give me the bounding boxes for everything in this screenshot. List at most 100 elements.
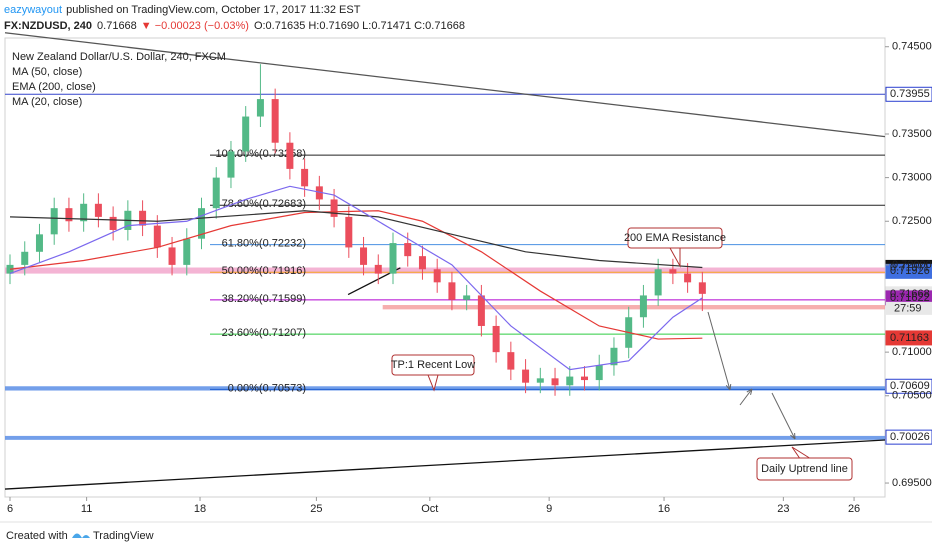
y-tick-label: 0.73000 xyxy=(892,172,932,184)
chart-title: New Zealand Dollar/U.S. Dollar, 240, FXC… xyxy=(12,51,226,63)
callout-pointer xyxy=(791,446,810,459)
candle-body xyxy=(227,151,235,178)
fib-label: 0.00%(0.70573) xyxy=(228,382,306,394)
price-label: 0.71971 xyxy=(890,261,930,273)
candle-body xyxy=(433,269,441,283)
y-tick-label: 0.72500 xyxy=(892,215,932,227)
annotation: TP:1 Recent Low xyxy=(391,354,475,392)
fib-label: 100.00%(0.73258) xyxy=(215,148,306,160)
price-label: 0.71926 xyxy=(890,265,930,277)
price-label: 0.71163 xyxy=(890,332,929,344)
arrow-head xyxy=(725,383,732,391)
candle-body xyxy=(698,282,706,294)
candle-body xyxy=(212,177,220,209)
candle-body xyxy=(669,269,677,274)
symbol: FX:NZDUSD, 240 xyxy=(4,20,92,32)
candle-body xyxy=(684,273,692,283)
fib-label: 61.80%(0.72232) xyxy=(222,238,306,250)
x-tick-label: 23 xyxy=(777,503,789,515)
arrow-head xyxy=(746,388,753,395)
y-tick-label: 0.69500 xyxy=(892,477,932,489)
candle-body xyxy=(507,352,515,370)
legend-entry: MA (50, close) xyxy=(12,66,82,78)
price-label-box xyxy=(885,378,932,394)
price-label: 0.71622 xyxy=(890,292,930,304)
price-label-box xyxy=(885,330,932,346)
price-label-box xyxy=(885,429,932,445)
arrow xyxy=(707,311,731,391)
last-price: 0.71668 xyxy=(97,20,137,32)
price-label: 0.70609 xyxy=(890,380,930,392)
fib-label: 38.20%(0.71599) xyxy=(222,293,306,305)
candle-body xyxy=(389,243,397,274)
candle-body xyxy=(109,216,117,230)
published: published on TradingView.com, October 17… xyxy=(66,4,361,16)
legend-entry: EMA (200, close) xyxy=(12,81,96,93)
zone xyxy=(382,305,885,310)
x-tick-label: 26 xyxy=(848,503,860,515)
price-label-box xyxy=(885,86,932,102)
fib-label: 23.60%(0.71207) xyxy=(222,327,306,339)
candle-body xyxy=(50,208,58,235)
fib-label: 50.00%(0.71916) xyxy=(222,265,306,277)
candle-body xyxy=(536,378,544,383)
trendline xyxy=(4,439,886,490)
candle-body xyxy=(374,264,382,274)
candle-body xyxy=(65,208,73,222)
indicator-line xyxy=(9,210,703,340)
author[interactable]: eazywayout xyxy=(4,4,62,16)
candle-body xyxy=(271,99,279,143)
candle-body xyxy=(360,247,368,265)
y-tick-label: 0.73500 xyxy=(892,128,932,140)
callout-pointer xyxy=(427,374,439,392)
y-tick-label: 0.72000 xyxy=(892,259,932,271)
callout-text: Daily Uptrend line xyxy=(761,463,848,475)
candle-body xyxy=(566,376,574,386)
tv-logo xyxy=(72,533,90,538)
x-tick-label: Oct xyxy=(421,503,438,515)
callout-box xyxy=(627,227,723,249)
candle-body xyxy=(551,378,559,386)
candle-body xyxy=(198,208,206,239)
candle-body xyxy=(448,282,456,300)
symbol-line: FX:NZDUSD, 240 0.71668 ▼ −0.00023 (−0.03%)… xyxy=(4,20,465,32)
candle-body xyxy=(301,168,309,187)
price-label: 0.71668 xyxy=(890,288,930,300)
y-tick-label: 0.74500 xyxy=(892,41,932,53)
callout-box xyxy=(391,354,475,376)
candle-body xyxy=(610,347,618,366)
candle-body xyxy=(315,186,323,200)
callout-text: 200 EMA Resistance xyxy=(624,232,726,244)
candle-body xyxy=(35,234,43,252)
indicator-line xyxy=(9,210,703,269)
callout-pointer xyxy=(669,247,681,268)
price-label-box xyxy=(885,263,932,279)
ohlc: O:0.71635 H:0.71690 L:0.71471 C:0.71668 xyxy=(254,20,465,32)
candle-body xyxy=(654,269,662,296)
candle-body xyxy=(463,295,471,300)
candle-body xyxy=(639,295,647,318)
legend-entry: MA (20, close) xyxy=(12,96,82,108)
candle-body xyxy=(580,376,588,381)
candle-body xyxy=(404,243,412,257)
candle-body xyxy=(330,199,338,217)
zone xyxy=(5,435,885,440)
candle-body xyxy=(80,203,88,222)
candle-body xyxy=(477,295,485,326)
y-tick-label: 0.70500 xyxy=(892,390,932,402)
annotation: 200 EMA Resistance xyxy=(624,227,726,268)
publish-line: eazywayout published on TradingView.com, … xyxy=(4,4,361,16)
candle-body xyxy=(183,238,191,265)
footer-brand[interactable]: TradingView xyxy=(93,530,154,542)
countdown-box xyxy=(886,301,932,315)
candle-body xyxy=(492,325,500,353)
x-tick-label: 18 xyxy=(194,503,206,515)
candle-body xyxy=(21,251,29,265)
arrow xyxy=(739,388,753,406)
candle-body xyxy=(256,99,264,117)
x-tick-label: 6 xyxy=(7,503,13,515)
annotation: Daily Uptrend line xyxy=(756,446,853,481)
trendline xyxy=(4,32,886,138)
candle-body xyxy=(286,142,294,169)
